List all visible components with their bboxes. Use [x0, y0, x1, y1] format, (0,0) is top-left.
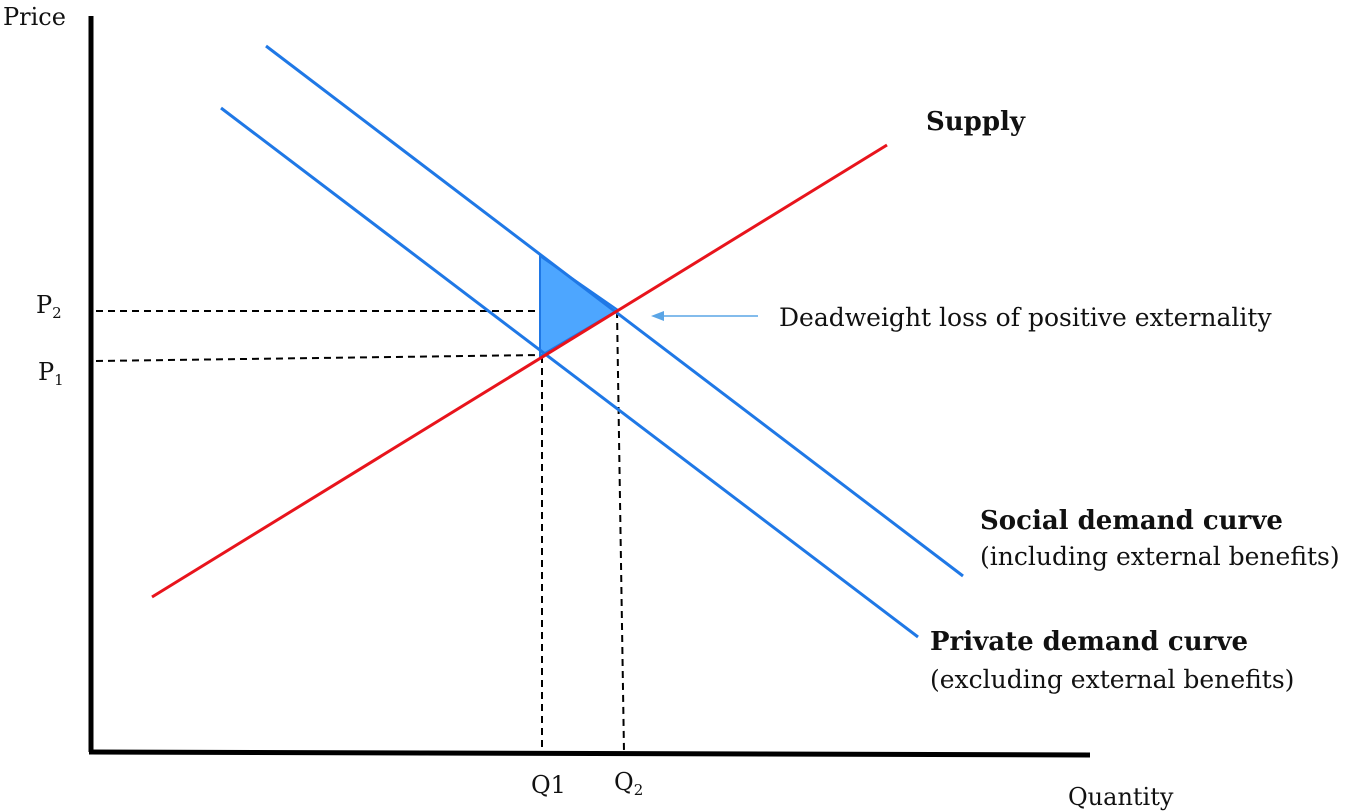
q2-guide-line [616, 310, 625, 753]
guide-lines [95, 310, 625, 753]
q2-label-sub: 2 [634, 781, 644, 799]
y-axis-title: Price [3, 3, 66, 31]
private-demand-sublabel: (excluding external benefits) [930, 665, 1294, 694]
deadweight-loss-label: Deadweight loss of positive externality [779, 303, 1272, 332]
private-demand-curve [220, 106, 919, 639]
x-axis-title: Quantity [1068, 783, 1174, 811]
q1-label: Q1 [531, 771, 566, 799]
x-axis [88, 749, 1091, 758]
annotation-arrow-head [651, 311, 664, 321]
q2-label-main: Q [614, 768, 634, 796]
p1-label: P1 [38, 358, 64, 389]
p2-label-main: P [36, 291, 52, 319]
p1-label-sub: 1 [54, 371, 64, 389]
p1-guide-line [95, 354, 541, 362]
p1-label-main: P [38, 358, 54, 386]
p2-label: P2 [36, 291, 62, 322]
social-demand-sublabel: (including external benefits) [980, 542, 1340, 571]
supply-label: Supply [926, 107, 1026, 137]
q2-label: Q2 [614, 768, 643, 799]
private-demand-label: Private demand curve [930, 627, 1248, 657]
p2-label-sub: 2 [52, 304, 62, 322]
supply-curve [151, 143, 888, 599]
social-demand-label: Social demand curve [980, 506, 1283, 536]
